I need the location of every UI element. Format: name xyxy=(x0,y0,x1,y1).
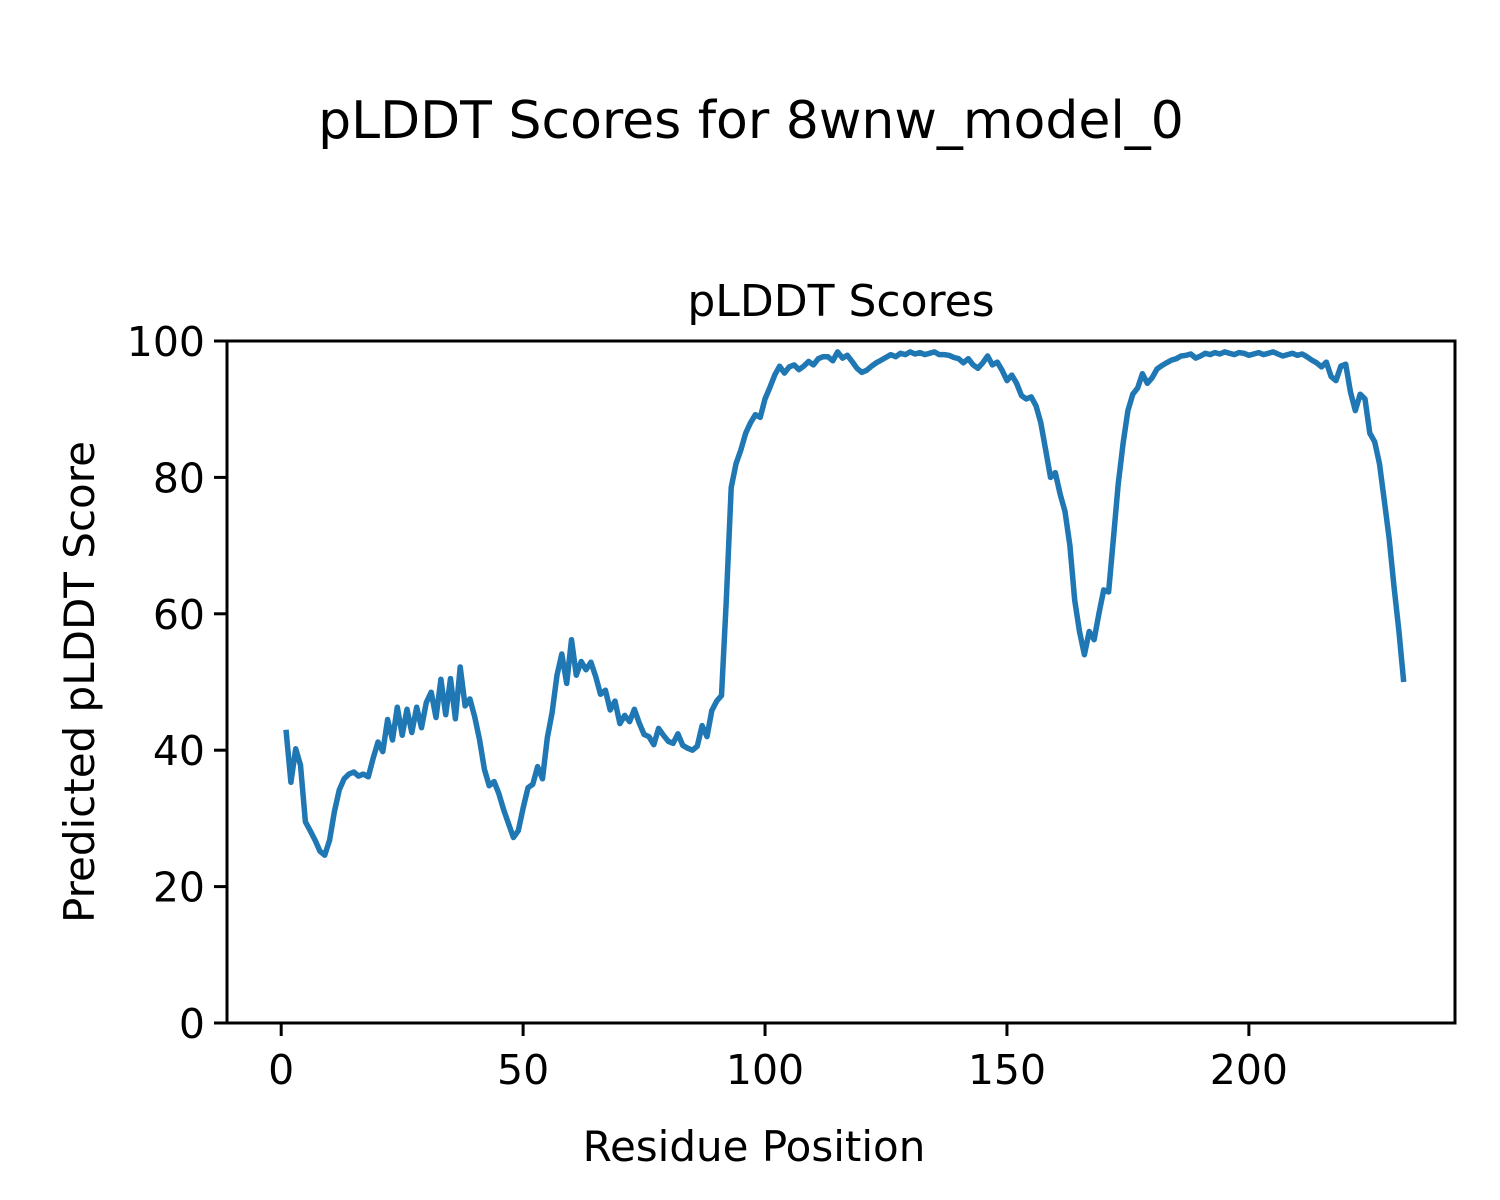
x-tick-label: 150 xyxy=(968,1046,1046,1094)
x-axis-ticks: 0 50 100 150 200 xyxy=(268,1023,1288,1094)
y-tick-label: 40 xyxy=(153,727,205,775)
x-tick-label: 200 xyxy=(1210,1046,1288,1094)
y-axis-ticks: 0 20 40 60 80 100 xyxy=(127,318,227,1048)
y-tick-label: 0 xyxy=(179,1000,205,1048)
y-tick-label: 80 xyxy=(153,454,205,502)
x-axis-label: Residue Position xyxy=(583,1122,926,1171)
x-tick-label: 100 xyxy=(726,1046,804,1094)
figure-title: pLDDT Scores for 8wnw_model_0 xyxy=(318,91,1184,151)
x-tick-label: 0 xyxy=(268,1046,294,1094)
y-axis-label: Predicted pLDDT Score xyxy=(55,441,104,923)
x-tick-label: 50 xyxy=(497,1046,549,1094)
y-tick-label: 100 xyxy=(127,318,205,366)
y-tick-label: 20 xyxy=(153,864,205,912)
axes-title: pLDDT Scores xyxy=(687,276,994,327)
plddt-line-series xyxy=(283,349,1407,858)
axes-frame xyxy=(225,339,1457,1025)
y-tick-label: 60 xyxy=(153,591,205,639)
